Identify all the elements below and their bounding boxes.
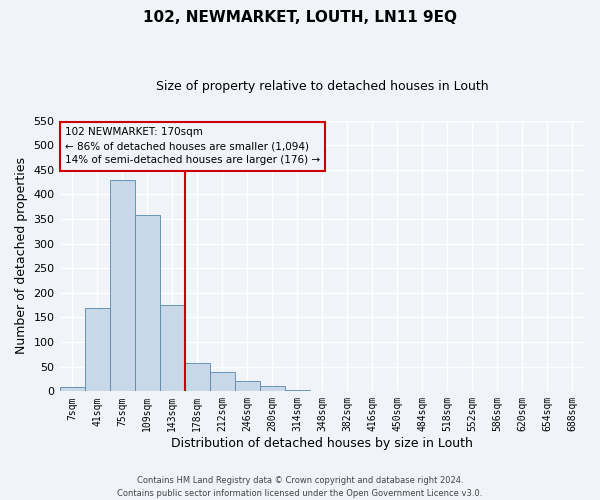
Bar: [185, 364, 209, 392]
X-axis label: Distribution of detached houses by size in Louth: Distribution of detached houses by size …: [172, 437, 473, 450]
Bar: [85, 308, 110, 392]
Bar: [260, 386, 285, 392]
Bar: [209, 372, 235, 392]
Bar: [110, 180, 134, 392]
Text: 102, NEWMARKET, LOUTH, LN11 9EQ: 102, NEWMARKET, LOUTH, LN11 9EQ: [143, 10, 457, 25]
Bar: [285, 390, 310, 392]
Bar: [160, 305, 185, 392]
Title: Size of property relative to detached houses in Louth: Size of property relative to detached ho…: [156, 80, 488, 93]
Text: 102 NEWMARKET: 170sqm
← 86% of detached houses are smaller (1,094)
14% of semi-d: 102 NEWMARKET: 170sqm ← 86% of detached …: [65, 128, 320, 166]
Text: Contains HM Land Registry data © Crown copyright and database right 2024.
Contai: Contains HM Land Registry data © Crown c…: [118, 476, 482, 498]
Bar: [235, 382, 260, 392]
Y-axis label: Number of detached properties: Number of detached properties: [15, 158, 28, 354]
Bar: [59, 388, 85, 392]
Bar: [134, 215, 160, 392]
